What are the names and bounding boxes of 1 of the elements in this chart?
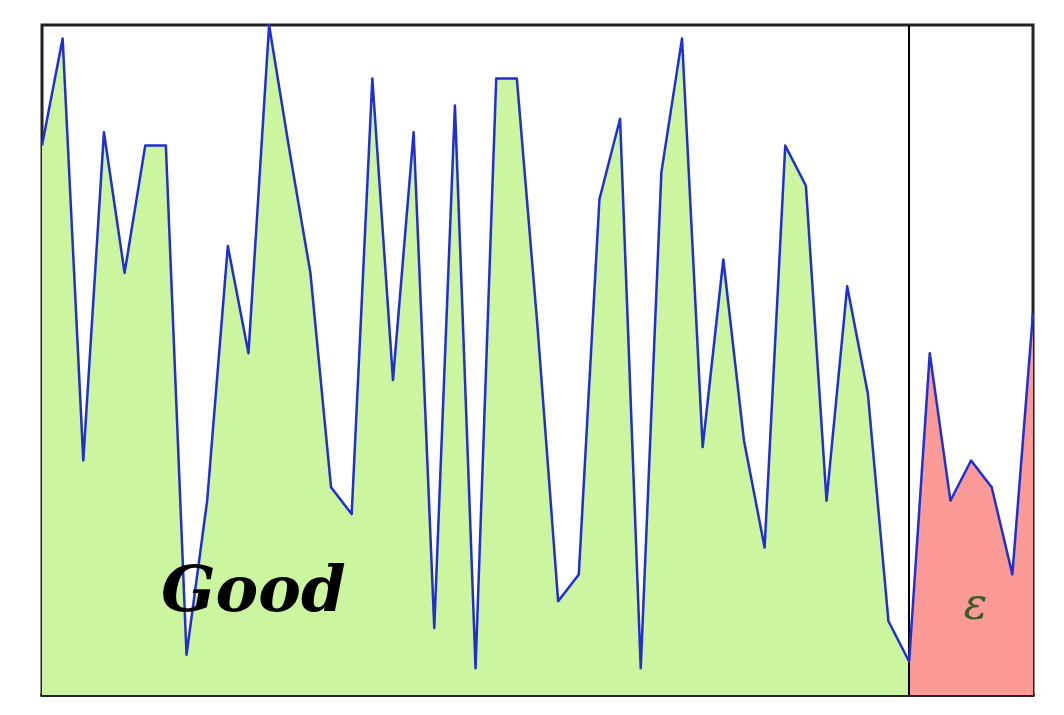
- annotation: ε: [963, 578, 988, 629]
